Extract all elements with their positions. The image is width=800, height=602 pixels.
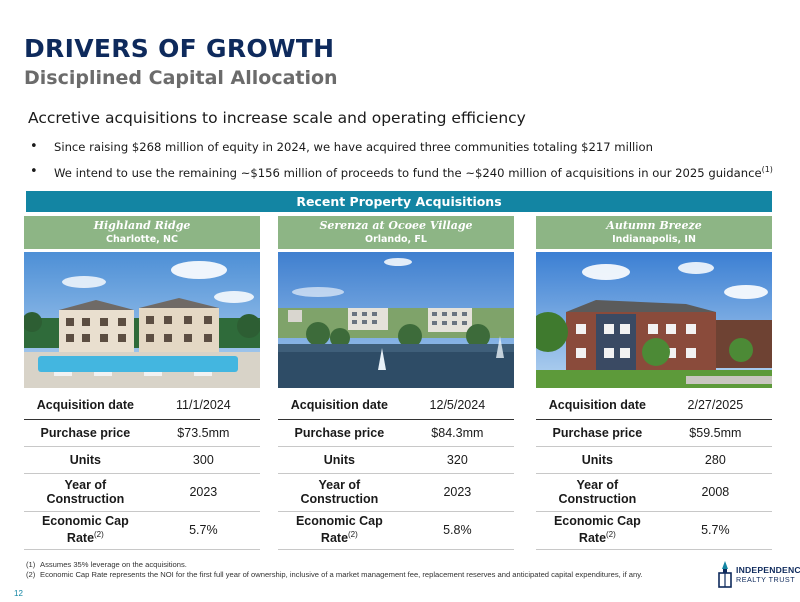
property-card-highland-ridge: Highland Ridge Charlotte, NC [24, 216, 260, 550]
price-value: $73.5mm [146, 419, 260, 447]
footnote-ref: (2) [94, 530, 104, 540]
footnotes: (1) Assumes 35% leverage on the acquisiti… [26, 560, 643, 580]
cap-value: 5.7% [146, 511, 260, 550]
bullet-item: We intend to use the remaining ~$156 mil… [30, 164, 790, 180]
footnote-ref: (2) [348, 530, 358, 540]
property-name: Autumn Breeze [606, 219, 702, 232]
logo-line-2: REALTY TRUST [736, 575, 796, 584]
page-number: 12 [14, 589, 23, 598]
footnote-number: (2) [26, 570, 36, 579]
property-details-table: Acquisition date 2/27/2025 Purchase price… [536, 392, 772, 550]
acq-date-label: Acquisition date [24, 392, 147, 420]
acq-date-value: 2/27/2025 [658, 392, 772, 420]
units-label: Units [24, 446, 147, 474]
year-label: Year of Construction [278, 473, 401, 512]
cap-label-text: Economic Cap Rate [553, 514, 641, 546]
property-header: Highland Ridge Charlotte, NC [24, 216, 260, 249]
cap-label-text: Economic Cap Rate [41, 514, 129, 546]
property-header: Autumn Breeze Indianapolis, IN [536, 216, 772, 249]
logo-line-1: INDEPENDENCE [736, 565, 800, 575]
cap-label: Economic Cap Rate(2) [536, 511, 659, 550]
units-value: 280 [658, 446, 772, 474]
units-value: 320 [400, 446, 514, 474]
year-label: Year of Construction [24, 473, 147, 512]
page-subtitle: Disciplined Capital Allocation [24, 67, 338, 89]
acq-date-label: Acquisition date [278, 392, 401, 420]
company-logo: INDEPENDENCE REALTY TRUST [716, 560, 800, 590]
property-card-serenza: Serenza at Ocoee Village Orlando, FL [278, 216, 514, 550]
cap-label: Economic Cap Rate(2) [24, 511, 147, 550]
lead-statement: Accretive acquisitions to increase scale… [28, 109, 526, 127]
price-label: Purchase price [24, 419, 147, 447]
property-city: Charlotte, NC [106, 234, 178, 245]
year-value: 2008 [658, 473, 772, 512]
property-photo [278, 252, 514, 388]
property-city: Indianapolis, IN [612, 234, 696, 245]
property-photo [24, 252, 260, 388]
footnote-text: Assumes 35% leverage on the acquisitions… [40, 560, 187, 569]
property-details-table: Acquisition date 12/5/2024 Purchase price… [278, 392, 514, 550]
bullet-item: Since raising $268 million of equity in … [30, 139, 790, 154]
property-details-table: Acquisition date 11/1/2024 Purchase price… [24, 392, 260, 550]
property-card-autumn-breeze: Autumn Breeze Indianapolis, IN [536, 216, 772, 550]
year-value: 2023 [146, 473, 260, 512]
cap-value: 5.7% [658, 511, 772, 550]
year-label: Year of Construction [536, 473, 659, 512]
footnote: (2) Economic Cap Rate represents the NOI … [26, 570, 643, 580]
property-name: Highland Ridge [93, 219, 191, 232]
property-city: Orlando, FL [365, 234, 427, 245]
acq-date-value: 11/1/2024 [146, 392, 260, 420]
price-label: Purchase price [278, 419, 401, 447]
bullet-text: Since raising $268 million of equity in … [54, 140, 653, 154]
footnote-number: (1) [26, 560, 36, 569]
price-value: $59.5mm [658, 419, 772, 447]
section-banner: Recent Property Acquisitions [26, 191, 772, 212]
property-photo [536, 252, 772, 388]
units-label: Units [278, 446, 401, 474]
bullet-list: Since raising $268 million of equity in … [30, 139, 790, 191]
acq-date-label: Acquisition date [536, 392, 659, 420]
bullet-text: We intend to use the remaining ~$156 mil… [54, 165, 762, 180]
property-name: Serenza at Ocoee Village [319, 219, 473, 232]
footnote-ref: (2) [606, 530, 616, 540]
cap-label-text: Economic Cap Rate [295, 514, 383, 546]
property-header: Serenza at Ocoee Village Orlando, FL [278, 216, 514, 249]
cap-label: Economic Cap Rate(2) [278, 511, 401, 550]
units-value: 300 [146, 446, 260, 474]
footnote-text: Economic Cap Rate represents the NOI for… [40, 570, 643, 579]
units-label: Units [536, 446, 659, 474]
page-title: DRIVERS OF GROWTH [24, 34, 335, 63]
cap-value: 5.8% [400, 511, 514, 550]
price-label: Purchase price [536, 419, 659, 447]
footnote: (1) Assumes 35% leverage on the acquisiti… [26, 560, 643, 570]
price-value: $84.3mm [400, 419, 514, 447]
building-icon [718, 561, 732, 588]
year-value: 2023 [400, 473, 514, 512]
footnote-ref: (1) [761, 165, 773, 174]
acq-date-value: 12/5/2024 [400, 392, 514, 420]
